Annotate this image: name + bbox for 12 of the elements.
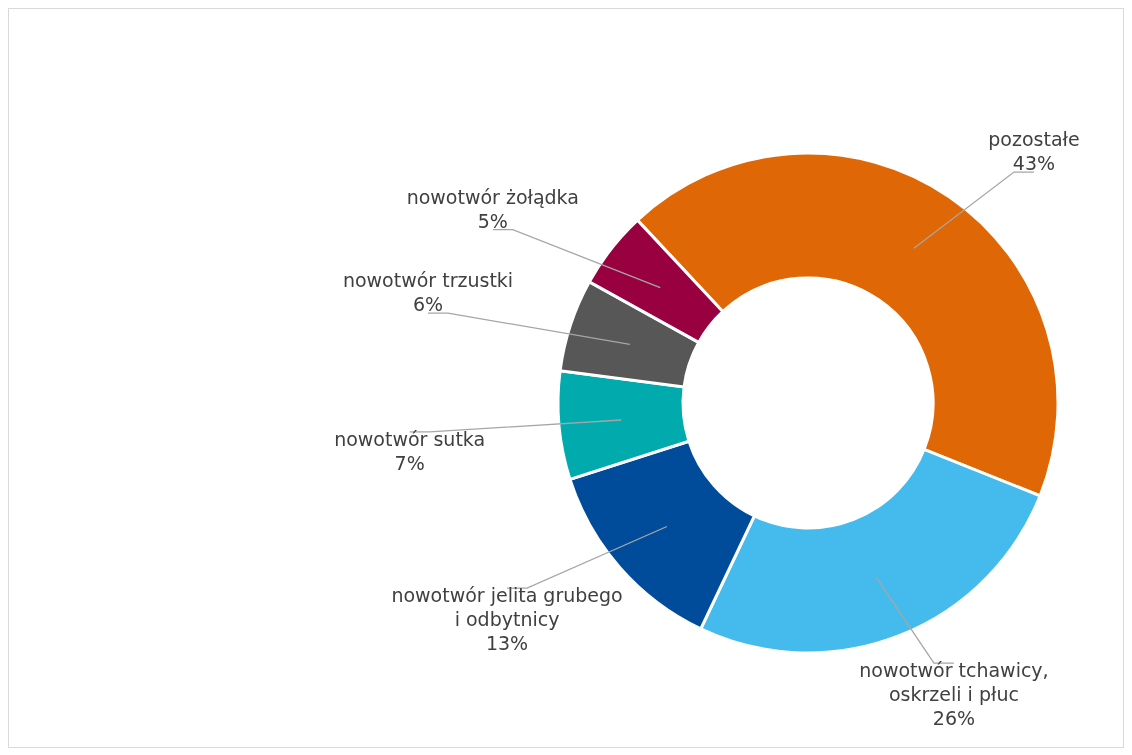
data-label: 43% [1012,152,1056,175]
data-label: 6% [412,293,444,316]
slice-label: nowotwór jelita grubego i odbytnicy [391,584,623,631]
slice-label: nowotwór sutka [334,427,486,450]
slice-label: pozostałe [988,128,1080,151]
data-label: 13% [485,632,529,655]
data-label: 5% [477,209,508,232]
data-label: 7% [394,451,425,474]
slice-label: nowotwór żołądka [406,185,579,208]
data-label: 26% [932,707,976,730]
slice-label: nowotwór trzustki [342,269,514,292]
slice-label: nowotwór tchawicy, oskrzeli i płuc [859,659,1049,706]
